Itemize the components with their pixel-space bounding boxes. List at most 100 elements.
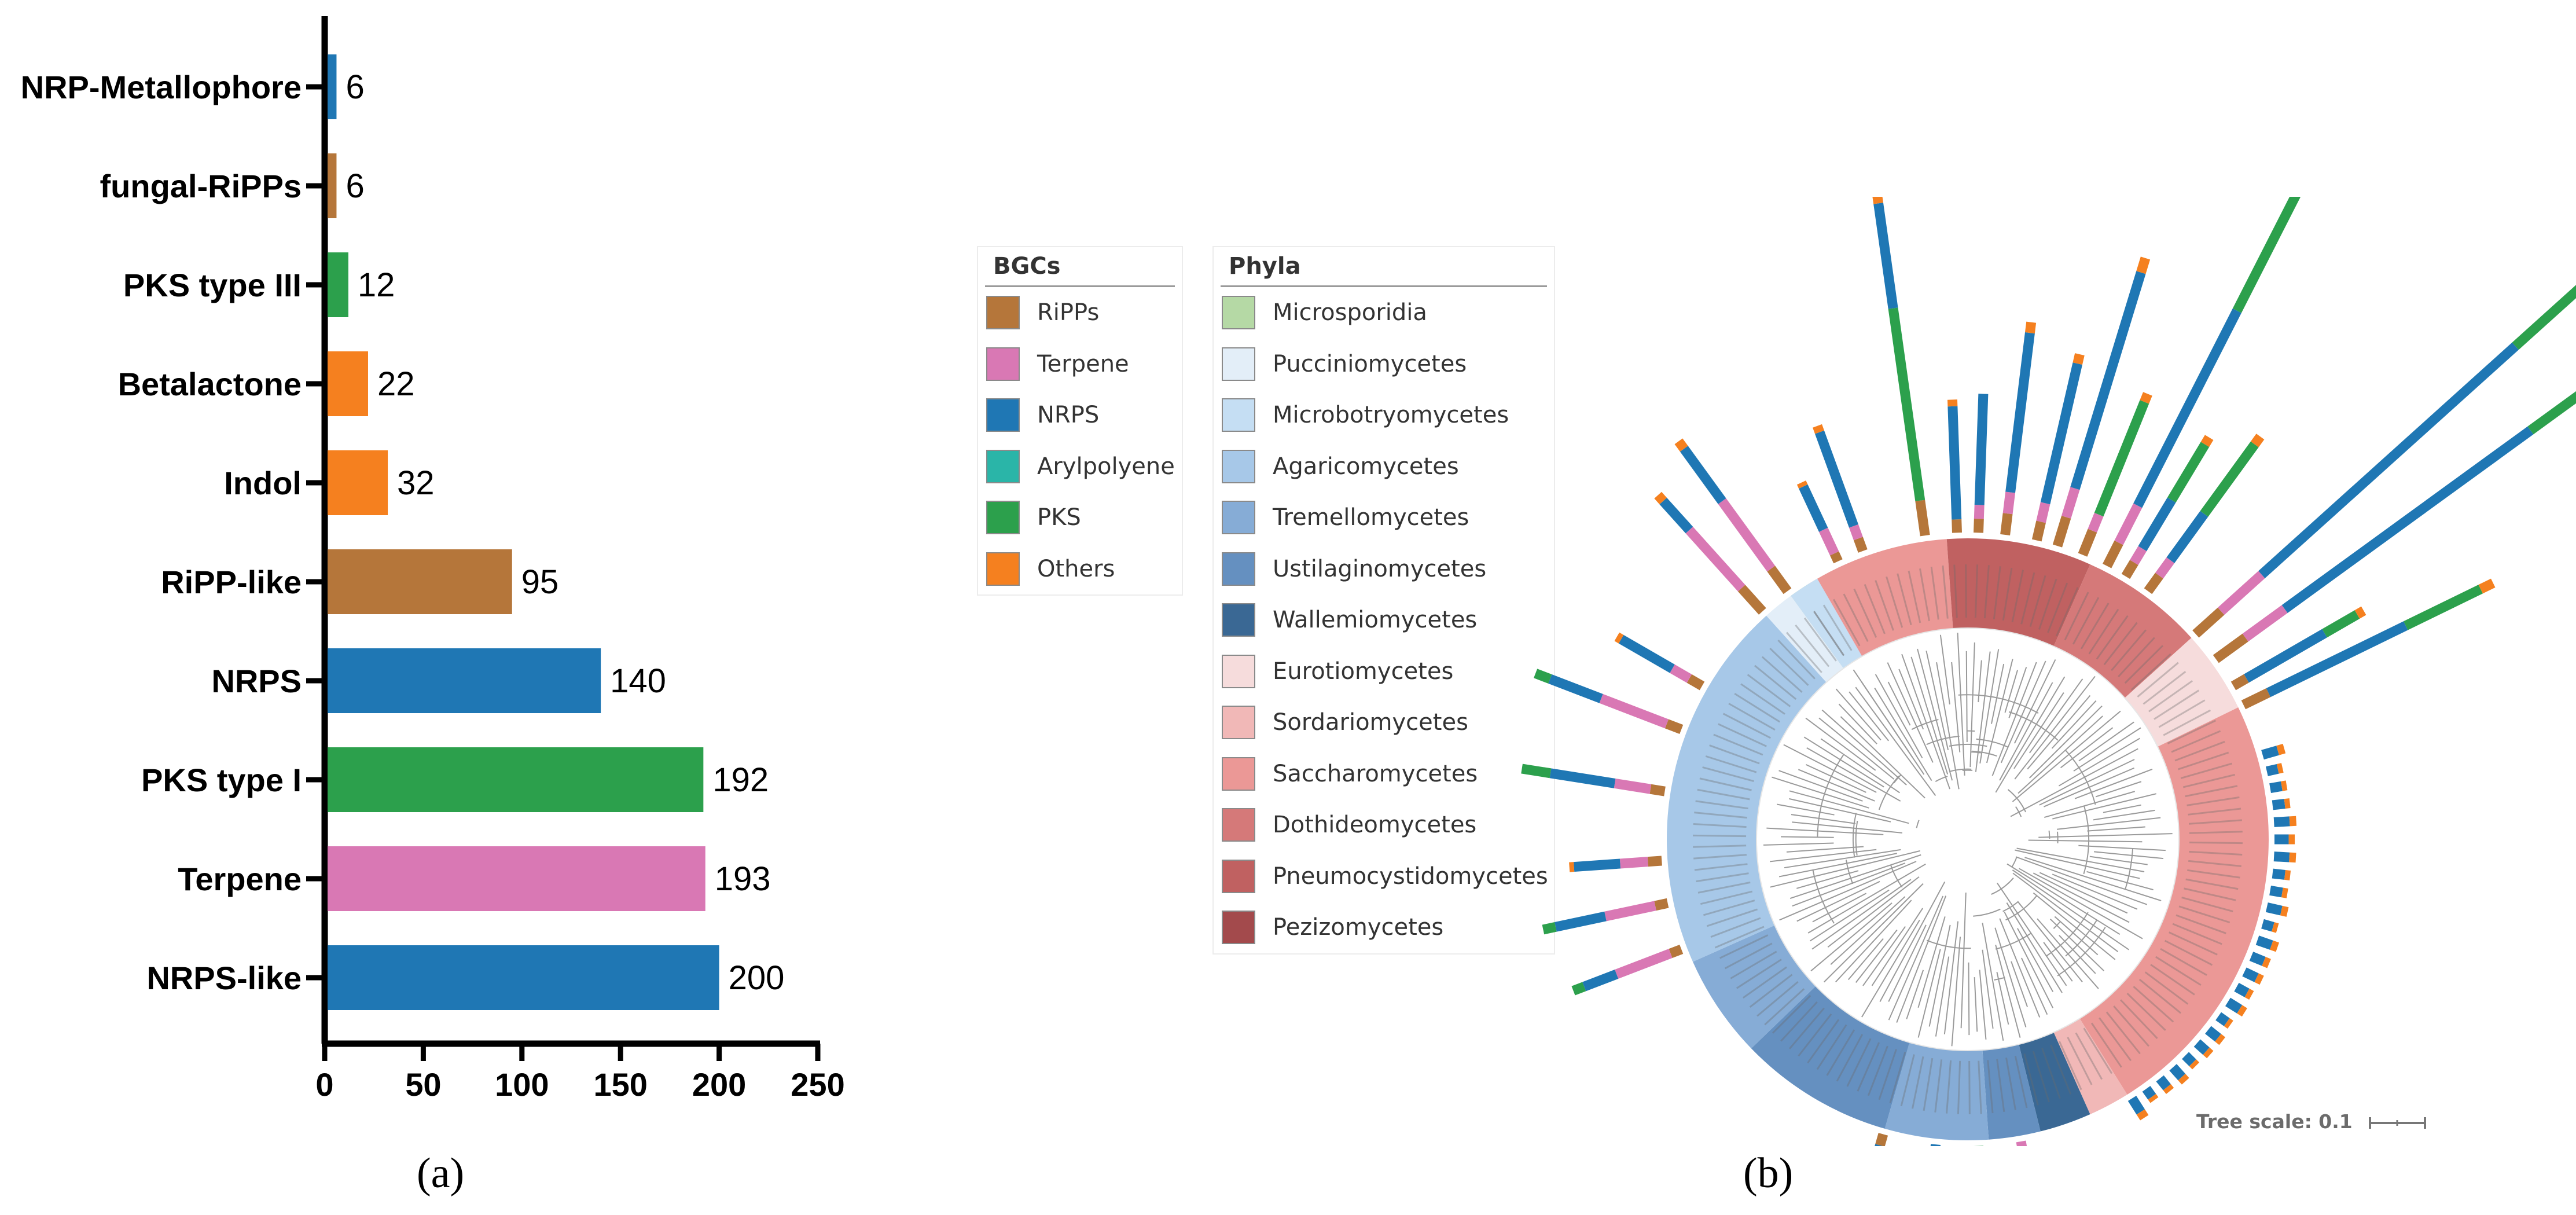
- leaf-label-mark: [1699, 777, 1752, 791]
- leaf-label-mark: [1878, 1049, 1897, 1100]
- x-tick-label: 50: [405, 1066, 441, 1103]
- leaf-label-mark: [2111, 629, 2147, 671]
- legend-label: Microbotryomycetes: [1273, 402, 1509, 429]
- leaf-label-mark: [2029, 575, 2046, 627]
- leaf-label-mark: [1719, 934, 1769, 959]
- leaf-label-mark: [2150, 964, 2195, 996]
- leaf-label-mark: [2188, 807, 2241, 816]
- bgc-stack-bar: [1974, 519, 1984, 533]
- leaf-label-mark: [2058, 1041, 2082, 1091]
- bgc-stack-bar: [2225, 997, 2243, 1014]
- legend-item: Agaricomycetes: [1214, 441, 1554, 493]
- leaf-label-mark: [2064, 592, 2089, 641]
- value-label: 192: [712, 761, 769, 799]
- bgc-stack-bar: [1574, 858, 1621, 872]
- bgc-stack-bar: [2280, 905, 2289, 917]
- leaf-label-mark: [2124, 645, 2164, 684]
- bgc-stack-bar: [1813, 424, 1824, 434]
- bgc-stack-bar: [2203, 1047, 2214, 1059]
- bgc-stack-bar: [1670, 664, 1692, 683]
- bgc-stack-bar: [2281, 426, 2534, 613]
- panel-label-a: (a): [417, 1150, 465, 1197]
- x-tick-label: 0: [315, 1066, 333, 1103]
- leaf-label-mark: [2187, 869, 2240, 879]
- bgc-stack-bar: [2156, 1075, 2171, 1091]
- legend-item: Ustilaginomycetes: [1214, 544, 1554, 595]
- bgc-stack-bar: [1521, 763, 1552, 779]
- legend-item: Microbotryomycetes: [1214, 390, 1554, 441]
- legend-item: Dothideomycetes: [1214, 799, 1554, 851]
- leaf-label-mark: [2189, 841, 2243, 845]
- leaf-label-mark: [1730, 950, 1777, 979]
- category-label: NRPS-like: [146, 960, 302, 996]
- bgc-stack-bar: [1614, 632, 1624, 644]
- leaf-label-mark: [1693, 854, 1747, 860]
- leaf-label-mark: [1754, 665, 1797, 700]
- leaf-label-mark: [1836, 1034, 1864, 1082]
- legend-label: Terpene: [1037, 350, 1129, 377]
- leaf-label-mark: [2090, 1022, 2122, 1068]
- bgc-stack-bar: [2130, 546, 2147, 566]
- leaf-label-mark: [1700, 890, 1753, 905]
- leaf-label-mark: [2178, 905, 2230, 924]
- bgc-stack-bar: [2261, 919, 2274, 932]
- bgc-stack-bar: [2269, 781, 2283, 793]
- legend-swatch: [1222, 398, 1255, 432]
- bgc-stack-bar: [1930, 1144, 1941, 1146]
- leaf-label-mark: [1722, 713, 1772, 739]
- category-label: Betalactone: [118, 366, 302, 402]
- leaf-label-mark: [2155, 956, 2202, 986]
- legend-label: Saccharomycetes: [1273, 760, 1478, 787]
- legend-label: NRPS: [1037, 402, 1100, 429]
- leaf-label-mark: [2075, 1032, 2103, 1080]
- legend-label: Others: [1037, 555, 1115, 582]
- bgc-stack-bar: [1604, 901, 1656, 922]
- bgc-stack-bar: [2200, 441, 2259, 517]
- legend-label: Arylpolyene: [1037, 453, 1175, 480]
- bgc-legend: BGCs RiPPs Terpene NRPS Arylpolyene PKS Other…: [977, 246, 1183, 596]
- legend-item: Tremellomycetes: [1214, 492, 1554, 544]
- clade-ring-segment: [1791, 578, 1862, 669]
- bgc-stack-bar: [2169, 1064, 2186, 1081]
- bgc-stack-bar: [1680, 446, 1726, 504]
- leaf-label-mark: [2020, 572, 2035, 625]
- bar: [328, 549, 512, 614]
- bgc-stack-bar: [2155, 557, 2175, 579]
- legend-item: Arylpolyene: [978, 441, 1182, 493]
- bgc-stack-bar: [1548, 674, 1603, 703]
- bgc-stack-bar: [2127, 1095, 2145, 1115]
- legend-swatch: [986, 296, 1020, 330]
- bgc-stack-bar: [1853, 537, 1868, 553]
- phyla-legend: Phyla Microsporidia Pucciniomycetes Microb…: [1212, 246, 1555, 955]
- leaf-label-mark: [1953, 564, 1958, 618]
- bgc-stack-bar: [1815, 430, 1858, 528]
- leaf-label-mark: [1946, 1060, 1952, 1114]
- bgc-stack-bar: [2193, 1039, 2210, 1055]
- leaf-label-mark: [2038, 578, 2057, 630]
- leaf-label-mark: [1993, 566, 2001, 619]
- bgc-stack-bar: [2052, 515, 2071, 548]
- leaf-label-mark: [2055, 587, 2079, 637]
- leaf-label-mark: [1853, 588, 1877, 638]
- bgc-stack-bar: [1799, 484, 1828, 532]
- bgc-stack-bar: [2232, 197, 2301, 313]
- leaf-label-mark: [1826, 1029, 1855, 1076]
- tree-branches: [1763, 633, 2173, 1047]
- category-label: NRPS: [211, 663, 302, 699]
- legend-item: Pneumocystidomycetes: [1214, 851, 1554, 902]
- leaf-label-mark: [1694, 863, 1748, 871]
- leaf-label-mark: [2176, 914, 2226, 934]
- leaf-label-mark: [1930, 566, 1939, 620]
- leaf-label-mark: [1736, 959, 1782, 989]
- leaf-label-mark: [1816, 1024, 1847, 1070]
- bgc-stack-bar: [2242, 967, 2259, 982]
- leaf-label-mark: [2171, 730, 2221, 753]
- bgc-stack-bar: [2322, 610, 2360, 638]
- leaf-label-mark: [1934, 1059, 1943, 1113]
- leaf-label-mark: [1813, 611, 1845, 656]
- bgc-stack-bar: [2281, 780, 2288, 791]
- leaf-label-mark: [1864, 584, 1886, 634]
- leaf-label-mark: [1843, 593, 1869, 642]
- bgc-stack-bar: [2512, 285, 2576, 350]
- bgc-stack-bar: [2070, 271, 2146, 490]
